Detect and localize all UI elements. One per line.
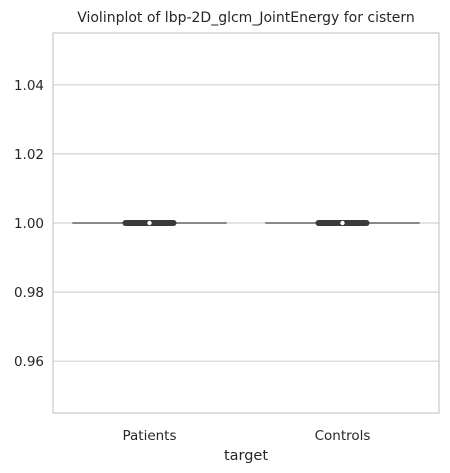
x-tick-label: Controls bbox=[315, 428, 371, 444]
y-tick-label: 1.02 bbox=[14, 147, 44, 163]
violins bbox=[72, 220, 420, 226]
plot-frame bbox=[52, 32, 440, 414]
y-tick-label: 1.00 bbox=[14, 216, 44, 232]
chart-title: Violinplot of lbp-2D_glcm_JointEnergy fo… bbox=[77, 10, 415, 26]
y-tick-label: 1.04 bbox=[14, 78, 44, 94]
median-point-controls bbox=[340, 220, 345, 226]
x-tick-label: Patients bbox=[122, 428, 176, 444]
x-tick-labels: Patients Controls bbox=[122, 428, 370, 444]
y-tick-labels: 0.96 0.98 1.00 1.02 1.04 bbox=[14, 78, 44, 370]
x-axis-label: target bbox=[224, 448, 268, 464]
median-point-patients bbox=[147, 220, 152, 226]
y-tick-label: 0.96 bbox=[14, 354, 44, 370]
y-tick-label: 0.98 bbox=[14, 285, 44, 301]
